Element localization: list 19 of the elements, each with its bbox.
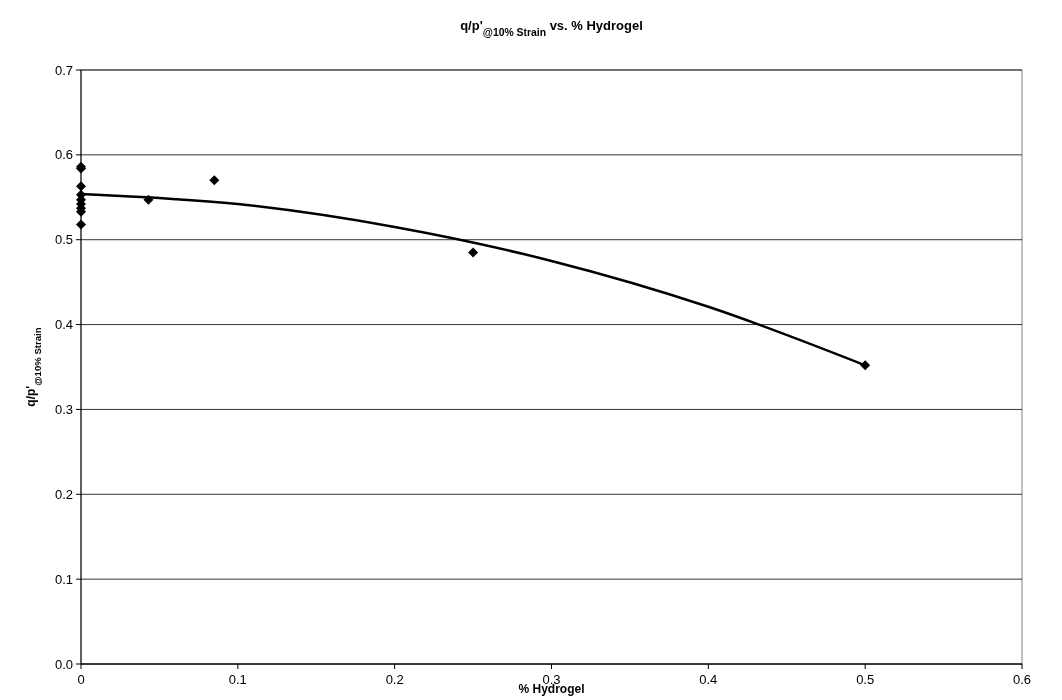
point xyxy=(76,181,86,192)
x-tick-label: 0.2 xyxy=(385,672,404,687)
y-tick-label: 0.0 xyxy=(54,656,73,672)
point xyxy=(468,247,479,258)
x-tick-label: 0.1 xyxy=(228,672,247,687)
y-tick-label: 0.1 xyxy=(54,571,73,587)
x-tick-label: 0.4 xyxy=(699,672,718,687)
x-tick-label: 0 xyxy=(77,672,85,687)
chart-title: q/p'$_{@10% Strain}$ vs. % Hydrogel xyxy=(460,18,643,38)
x-tick-label: 0.6 xyxy=(1012,672,1032,687)
y-tick-label: 0.2 xyxy=(54,486,73,502)
point xyxy=(76,219,86,230)
y-tick-label: 0.6 xyxy=(54,147,73,163)
point xyxy=(209,175,220,186)
y-tick-label: 0.4 xyxy=(54,317,73,333)
x-tick-label: 0.5 xyxy=(856,672,875,687)
y-tick-label: 0.7 xyxy=(54,62,73,78)
y-tick-label: 0.5 xyxy=(54,232,73,248)
y-tick-label: 0.3 xyxy=(54,401,73,417)
